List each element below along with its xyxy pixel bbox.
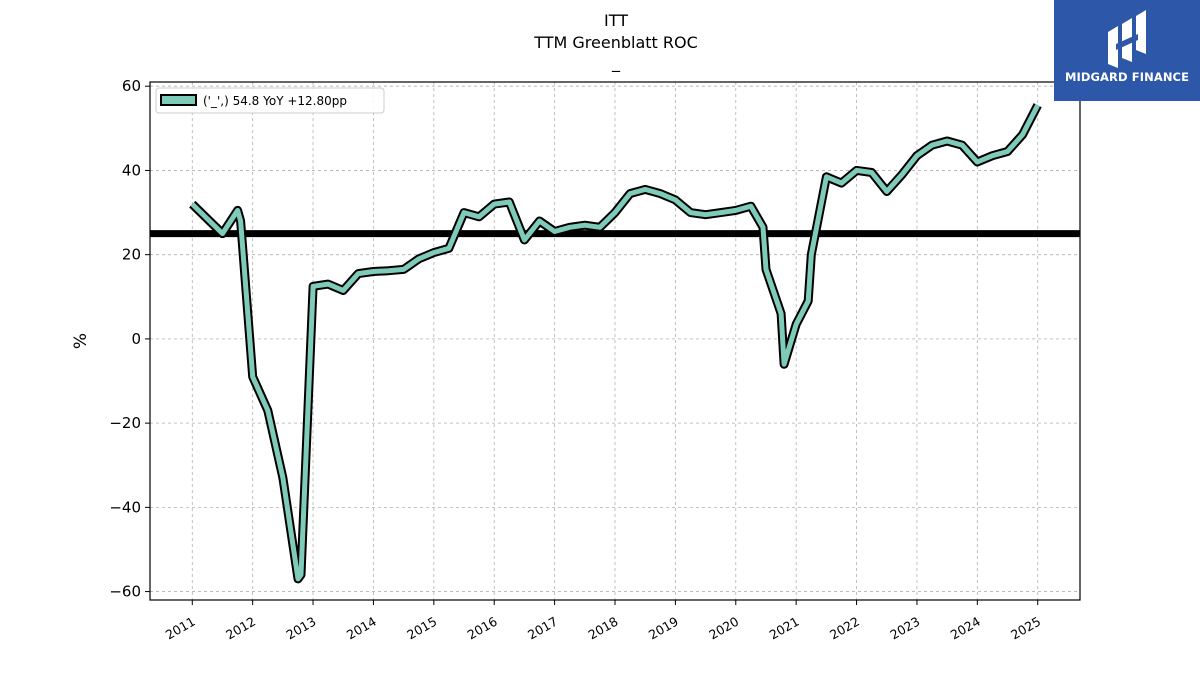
x-tick-label: 2024 <box>948 614 983 643</box>
x-tick-label: 2016 <box>465 614 500 643</box>
logo-mark-icon <box>1108 10 1146 68</box>
x-tick-label: 2013 <box>284 614 319 643</box>
x-tick-label: 2017 <box>525 614 560 643</box>
legend-swatch <box>160 94 197 106</box>
x-tick-label: 2025 <box>1008 614 1043 643</box>
legend: ('_',) 54.8 YoY +12.80pp <box>155 87 385 114</box>
y-tick-label: 40 <box>122 161 141 179</box>
x-tick-label: 2015 <box>404 614 439 643</box>
x-tick-label: 2018 <box>585 614 620 643</box>
y-tick-label: −20 <box>109 414 141 432</box>
x-tick-label: 2011 <box>163 614 198 643</box>
x-tick-label: 2020 <box>706 614 741 643</box>
x-tick-label: 2012 <box>223 614 258 643</box>
logo-text: MIDGARD FINANCE <box>1064 70 1190 84</box>
grid <box>150 82 1080 600</box>
y-tick-label: 0 <box>131 330 141 348</box>
legend-label: ('_',) 54.8 YoY +12.80pp <box>203 94 347 108</box>
y-axis-label: % <box>71 333 91 349</box>
x-tick-label: 2019 <box>646 614 681 643</box>
y-tick-label: 20 <box>122 246 141 264</box>
legend-box <box>155 87 385 114</box>
y-axis: −60 −40 −20 0 20 40 60 <box>109 77 150 601</box>
y-tick-label: −40 <box>109 498 141 516</box>
x-tick-label: 2022 <box>827 614 862 643</box>
series-layer <box>189 103 1042 584</box>
chart-subtitle: TTM Greenblatt ROC <box>533 33 698 52</box>
x-tick-label: 2021 <box>767 614 802 643</box>
chart-subtitle-2: _ <box>611 53 621 73</box>
x-tick-label: 2014 <box>344 614 379 643</box>
brand-logo: MIDGARD FINANCE <box>1054 0 1200 101</box>
series-line <box>190 104 1040 582</box>
x-tick-label: 2023 <box>887 614 922 643</box>
y-tick-label: 60 <box>122 77 141 95</box>
chart-title: ITT <box>604 11 628 30</box>
y-tick-label: −60 <box>109 583 141 601</box>
x-axis: 2011 2012 2013 2014 2015 2016 2017 2018 2019 2020… <box>163 600 1043 643</box>
